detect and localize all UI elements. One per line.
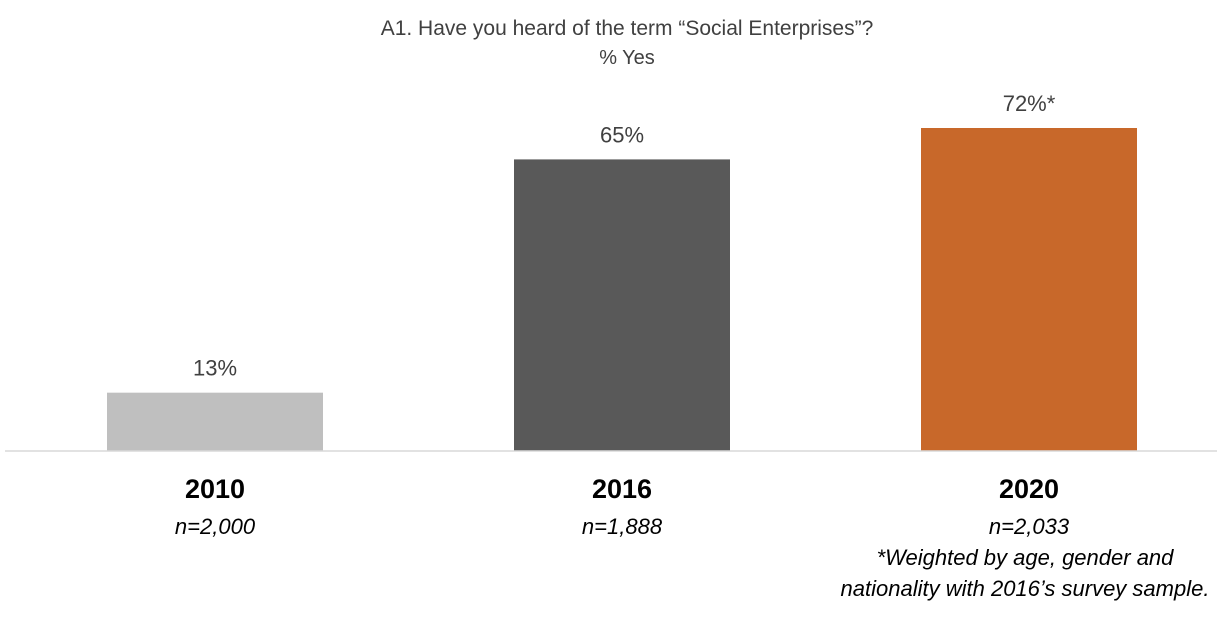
category-label-2010: 2010 [184, 474, 246, 504]
bar-2020 [921, 128, 1137, 451]
sample-size-2010: n=2,000 [174, 514, 256, 539]
category-label-2016: 2016 [591, 474, 653, 504]
bar-2016 [514, 159, 730, 451]
chart-subtitle: % Yes [599, 47, 655, 69]
sample-size-2020: n=2,033 [988, 514, 1070, 539]
data-label-2010: 13% [193, 356, 237, 381]
bar-2010 [107, 392, 323, 451]
category-label-2020: 2020 [998, 474, 1060, 504]
data-label-2020: 72%* [1003, 91, 1056, 116]
chart-title: A1. Have you heard of the term “Social E… [380, 17, 874, 40]
sample-size-2016: n=1,888 [581, 514, 663, 539]
data-label-2016: 65% [600, 122, 644, 147]
footnote: *Weighted by age, gender and nationality… [840, 545, 1210, 601]
